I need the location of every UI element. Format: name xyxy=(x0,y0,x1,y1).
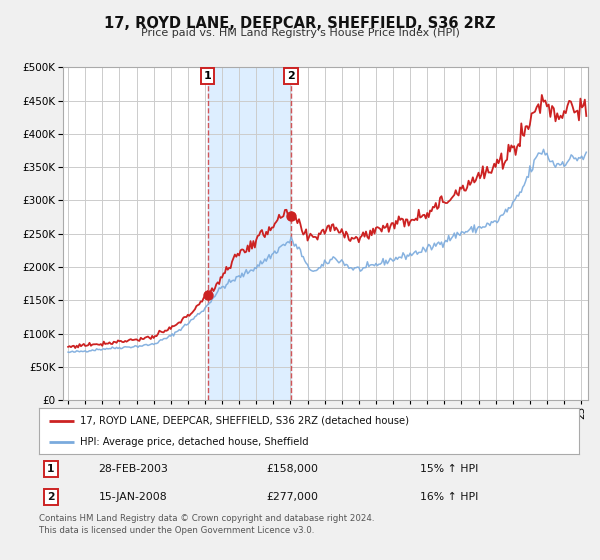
Text: Price paid vs. HM Land Registry's House Price Index (HPI): Price paid vs. HM Land Registry's House … xyxy=(140,28,460,38)
Text: £158,000: £158,000 xyxy=(267,464,319,474)
Text: 17, ROYD LANE, DEEPCAR, SHEFFIELD, S36 2RZ: 17, ROYD LANE, DEEPCAR, SHEFFIELD, S36 2… xyxy=(104,16,496,31)
Bar xyxy=(208,67,291,400)
Text: 15-JAN-2008: 15-JAN-2008 xyxy=(99,492,168,502)
Text: 16% ↑ HPI: 16% ↑ HPI xyxy=(420,492,479,502)
Text: 28-FEB-2003: 28-FEB-2003 xyxy=(98,464,169,474)
Text: £277,000: £277,000 xyxy=(267,492,319,502)
Text: 15% ↑ HPI: 15% ↑ HPI xyxy=(420,464,479,474)
Text: 1: 1 xyxy=(47,464,55,474)
Text: 2: 2 xyxy=(47,492,55,502)
Text: 17, ROYD LANE, DEEPCAR, SHEFFIELD, S36 2RZ (detached house): 17, ROYD LANE, DEEPCAR, SHEFFIELD, S36 2… xyxy=(79,416,409,426)
Text: 2: 2 xyxy=(287,71,295,81)
Text: HPI: Average price, detached house, Sheffield: HPI: Average price, detached house, Shef… xyxy=(79,437,308,447)
Text: Contains HM Land Registry data © Crown copyright and database right 2024.
This d: Contains HM Land Registry data © Crown c… xyxy=(39,514,374,535)
Text: 1: 1 xyxy=(204,71,212,81)
